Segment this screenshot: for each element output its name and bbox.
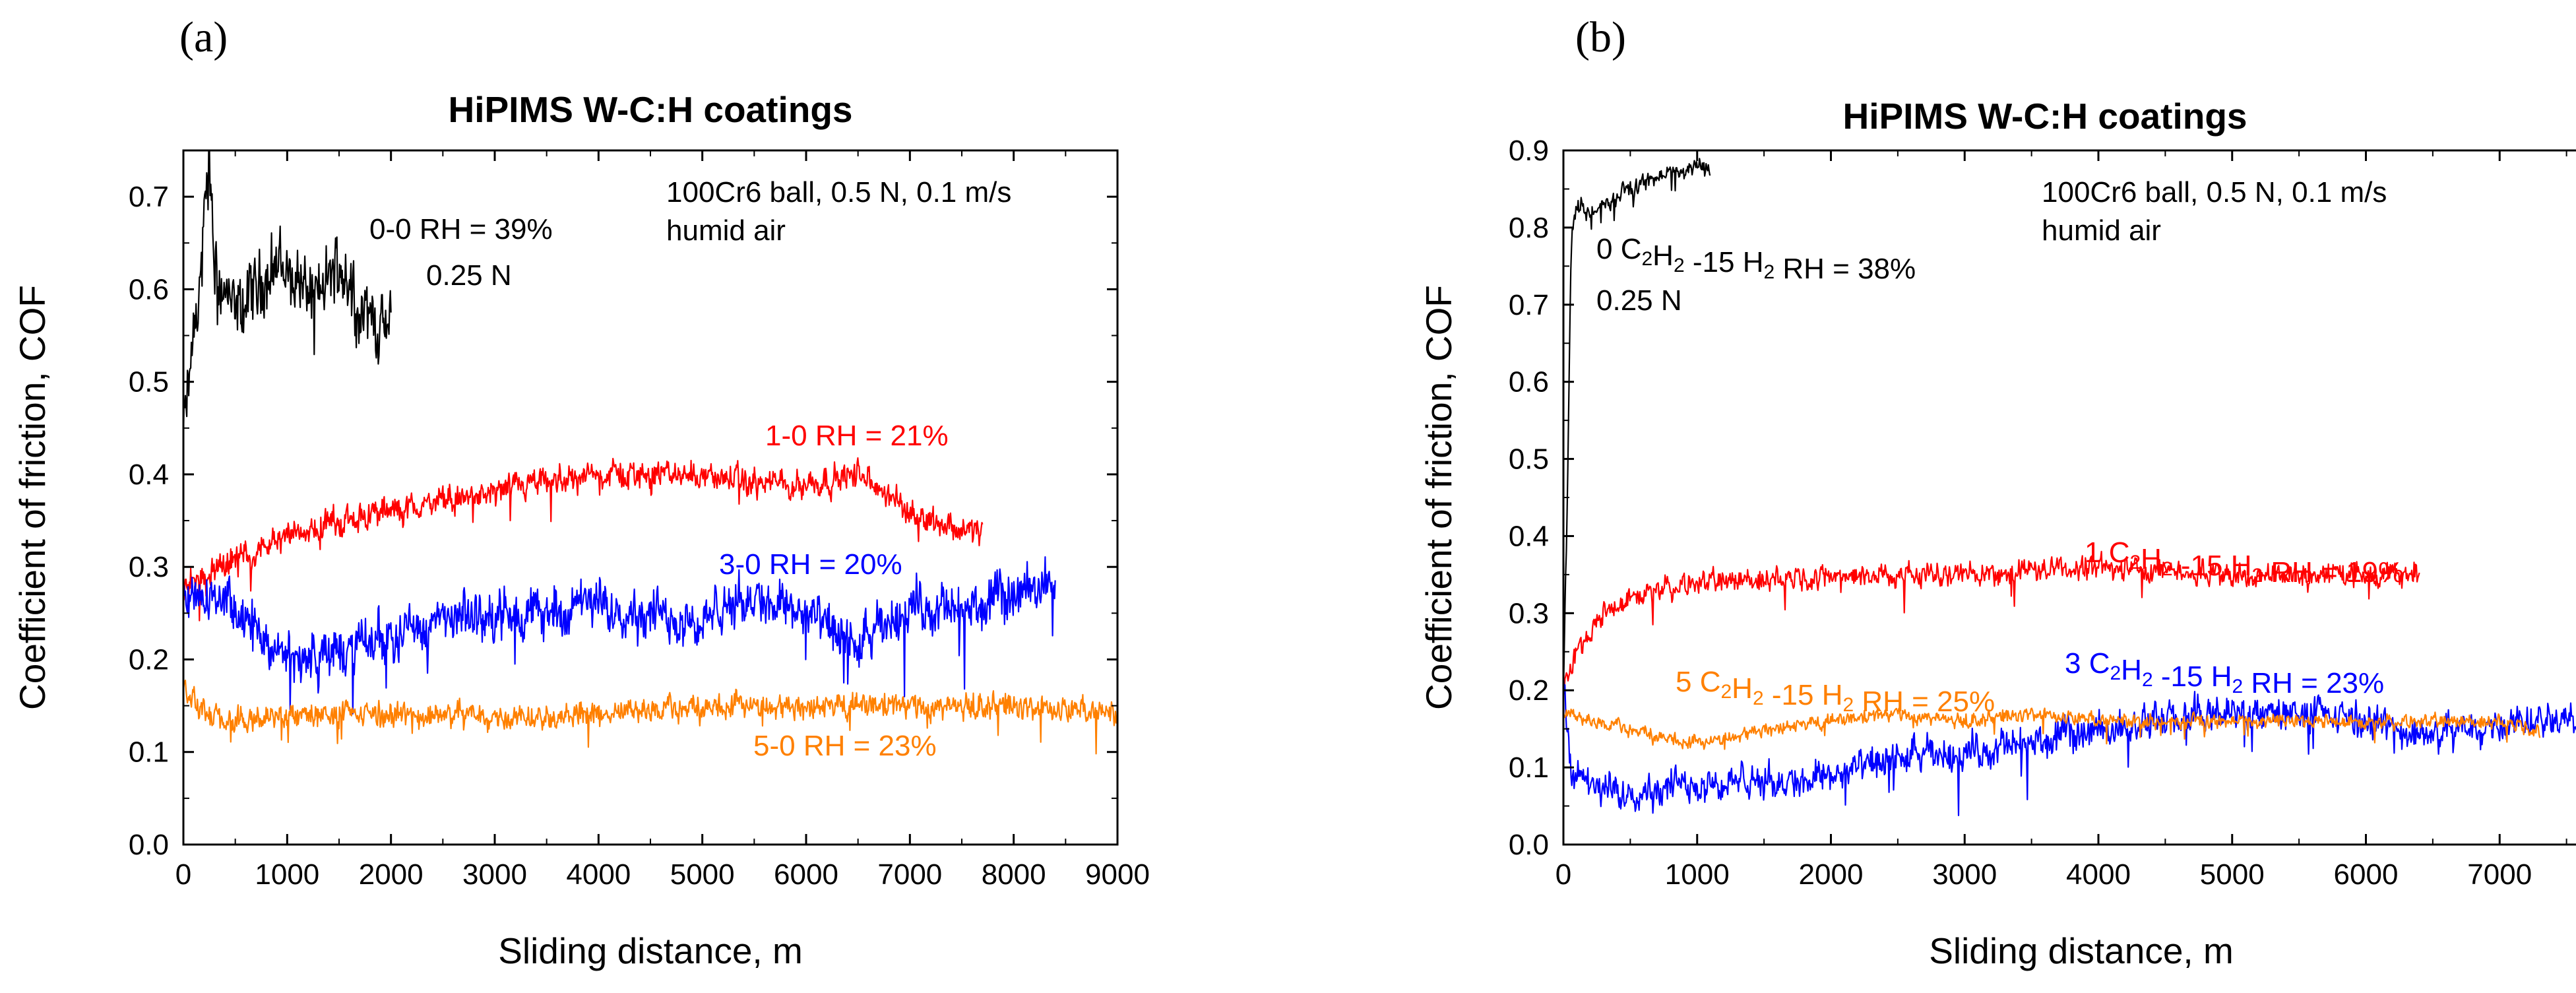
x-tick-label: 7000 [2467, 858, 2532, 891]
y-tick-label: 0.8 [1509, 212, 1549, 244]
y-tick-label: 0.4 [129, 459, 169, 491]
x-tick-label: 3000 [462, 858, 527, 891]
series-a-3-line [182, 679, 1119, 755]
panel-a-series [182, 149, 1119, 755]
x-tick-label: 1000 [1665, 858, 1730, 891]
panel-a-frame [182, 149, 1119, 846]
panel-a-xlabel: Sliding distance, m [498, 930, 803, 971]
series-b-2-label: 3 C2H2 -15 H2 RH = 23% [2065, 647, 2384, 699]
panel-a-letter: (a) [179, 13, 228, 61]
y-tick-label: 0.7 [1509, 289, 1549, 321]
x-tick-label: 8000 [982, 858, 1046, 891]
y-tick-label: 0.1 [1509, 752, 1549, 784]
x-tick-label: 6000 [774, 858, 838, 891]
series-a-2-label: 3-0 RH = 20% [719, 548, 902, 581]
panel-b-series [1562, 158, 2576, 817]
x-tick-label: 5000 [670, 858, 735, 891]
panel-a-conditions-1: 100Cr6 ball, 0.5 N, 0.1 m/s [666, 176, 1011, 208]
series-b-0-line [1562, 158, 1711, 695]
x-tick-label: 9000 [1085, 858, 1150, 891]
x-tick-label: 4000 [566, 858, 631, 891]
series-a-0-sublabel: 0.25 N [426, 259, 512, 292]
panel-b-conditions-2: humid air [2042, 214, 2161, 247]
series-b-1-label: 1 C2H2 -15 H2 RH = 19% [2085, 536, 2404, 589]
panel-b-letter: (b) [1575, 13, 1626, 61]
panel-b-xlabel: Sliding distance, m [1929, 930, 2234, 971]
y-tick-label: 0.5 [129, 366, 169, 399]
panel-a-conditions-2: humid air [666, 214, 786, 247]
series-a-2-line [182, 556, 1056, 715]
series-b-1-line [1562, 550, 2420, 697]
panel-a-title: HiPIMS W-C:H coatings [448, 89, 852, 130]
x-tick-label: 6000 [2334, 858, 2399, 891]
x-tick-label: 2000 [1799, 858, 1864, 891]
panel-b-title: HiPIMS W-C:H coatings [1842, 96, 2247, 137]
series-a-0-label: 0-0 RH = 39% [369, 213, 553, 245]
y-tick-label: 0.7 [129, 181, 169, 213]
y-tick-label: 0.2 [129, 643, 169, 676]
series-a-3-label: 5-0 RH = 23% [753, 730, 937, 762]
series-a-1-line [182, 457, 984, 622]
x-tick-label: 3000 [1932, 858, 1997, 891]
series-b-2-line [1562, 668, 2576, 817]
y-tick-label: 0.9 [1509, 135, 1549, 167]
y-tick-label: 0.0 [129, 829, 169, 861]
series-b-0-label: 0 C2H2 -15 H2 RH = 38% [1596, 233, 1916, 285]
y-tick-label: 0.2 [1509, 674, 1549, 707]
series-a-0-line [182, 149, 392, 440]
panel-b-ticks: 0100020003000400050006000700080000.00.10… [1509, 135, 2567, 891]
y-tick-label: 0.4 [1509, 520, 1549, 552]
y-tick-label: 0.6 [129, 273, 169, 305]
series-b-0-sublabel: 0.25 N [1596, 284, 1682, 317]
panel-a-ticks: 0 1000 2000 3000 4000 5000 6000 7000 8000 9000 0.0… [129, 150, 1150, 891]
y-tick-label: 0.6 [1509, 366, 1549, 399]
panel-b: (b) HiPIMS W-C:H coatings 0 1000 2000 3000 4… [1418, 13, 2576, 971]
x-tick-label: 2000 [359, 858, 424, 891]
x-tick-label: 0 [175, 858, 191, 891]
x-tick-label: 0 [1555, 858, 1571, 891]
y-tick-label: 0.0 [1509, 829, 1549, 861]
series-b-3-line [1562, 707, 2541, 750]
panel-a-ylabel: Coefficient of friction, COF [12, 285, 53, 710]
panel-b-ylabel: Coefficient of friction, COF [1418, 285, 1459, 710]
y-tick-label: 0.1 [129, 736, 169, 769]
y-tick-label: 0.3 [129, 551, 169, 583]
x-tick-label: 5000 [2200, 858, 2265, 891]
x-tick-label: 1000 [255, 858, 319, 891]
panel-b-conditions-1: 100Cr6 ball, 0.5 N, 0.1 m/s [2042, 176, 2387, 208]
series-b-3-label: 5 C2H2 -15 H2 RH = 25% [1676, 666, 1995, 718]
y-tick-label: 0.3 [1509, 597, 1549, 629]
series-a-1-label: 1-0 RH = 21% [765, 420, 949, 452]
x-tick-label: 7000 [877, 858, 942, 891]
panel-a: (a) HiPIMS W-C:H coatings 0 1000 2000 3000 4… [12, 13, 1150, 971]
y-tick-label: 0.5 [1509, 443, 1549, 476]
x-tick-label: 4000 [2066, 858, 2131, 891]
